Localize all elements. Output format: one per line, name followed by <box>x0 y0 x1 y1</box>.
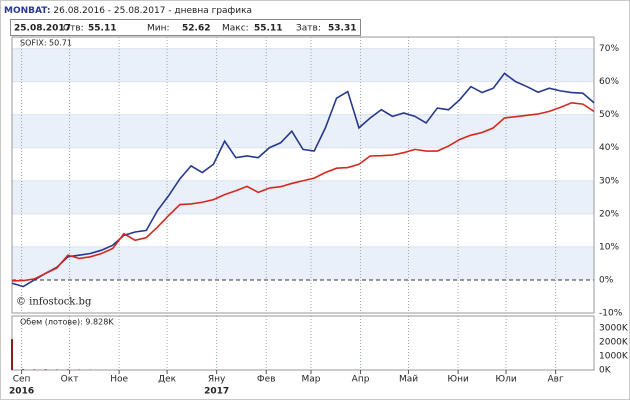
x-tick-label: Окт <box>61 375 79 385</box>
volume-title: Обем (лотове): 9.828K <box>20 318 114 327</box>
x-tick-label: Юли <box>495 375 516 385</box>
y-tick-label: 0% <box>599 275 614 285</box>
x-year-label: 2017 <box>204 387 229 397</box>
grid-band <box>12 48 594 82</box>
watermark: © infostock.bg <box>16 297 92 308</box>
y-tick-label: 30% <box>599 176 619 186</box>
series-line <box>11 72 595 288</box>
stat-value: 55.11 <box>254 24 282 34</box>
y-tick-label: 20% <box>599 209 619 219</box>
volume-bar <box>11 339 13 370</box>
y-tick-label: 10% <box>599 242 619 252</box>
stats-box <box>10 19 361 36</box>
stats-date: 25.08.2017 <box>14 24 71 34</box>
x-tick-label: Май <box>399 375 418 385</box>
y-tick-label: 2000K <box>599 337 629 347</box>
volume-bar <box>66 369 69 370</box>
y-tick-label: 0K <box>599 366 612 376</box>
period: 26.08.2016 - 25.08.2017 - дневна графика <box>53 6 252 16</box>
x-tick-label: Дек <box>158 375 177 385</box>
stat-value: 52.62 <box>182 24 210 34</box>
x-tick-label: Авг <box>548 375 564 385</box>
stat-label: Мин: <box>147 24 170 34</box>
x-tick-label: Ное <box>110 375 128 385</box>
stat-value: 53.31 <box>328 24 356 34</box>
y-tick-label: 60% <box>599 77 619 87</box>
stat-label: Макс: <box>222 24 249 34</box>
legend-entry: SOFIX: 50.71 <box>20 39 72 48</box>
stat-value: 55.11 <box>88 24 116 34</box>
x-tick-label: Фев <box>257 375 276 385</box>
volume-bar <box>22 369 25 370</box>
x-tick-label: Яну <box>208 375 226 385</box>
x-tick-label: Апр <box>352 375 370 385</box>
x-tick-label: Юни <box>447 375 469 385</box>
x-tick-label: Мар <box>301 375 320 385</box>
header-line: MONBAT: 26.08.2016 - 25.08.2017 - дневна… <box>4 6 252 16</box>
stat-label: Затв: <box>296 24 321 34</box>
x-tick-label: Сеп <box>13 375 31 385</box>
x-year-label: 2016 <box>9 387 34 397</box>
y-tick-label: -10% <box>599 309 623 319</box>
y-tick-label: 50% <box>599 110 619 120</box>
y-tick-label: 3000K <box>599 323 629 333</box>
stat-label: Отв: <box>63 24 84 34</box>
y-tick-label: 70% <box>599 44 619 54</box>
volume-bar <box>33 369 36 370</box>
panel-bg <box>12 316 594 370</box>
y-tick-label: 40% <box>599 143 619 153</box>
grid-band <box>12 246 594 280</box>
y-tick-label: 1000K <box>599 351 629 361</box>
panel-border <box>11 36 595 314</box>
grid-band <box>12 180 594 214</box>
symbol: MONBAT: <box>4 6 51 16</box>
series-line <box>11 101 595 282</box>
grid-band <box>12 114 594 148</box>
volume-bar <box>44 369 47 370</box>
